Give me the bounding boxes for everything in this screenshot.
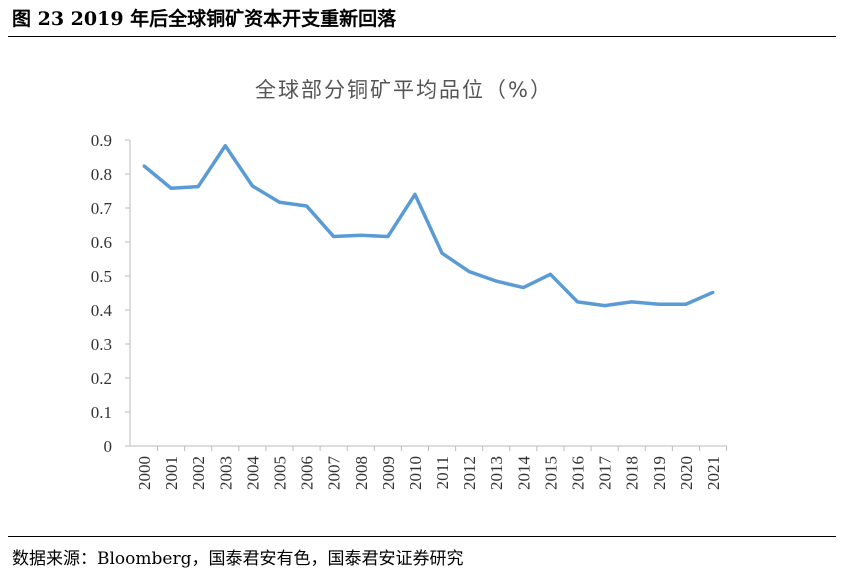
data-point-2013	[494, 279, 498, 283]
x-tick-label: 2006	[298, 456, 317, 490]
data-point-2012	[467, 270, 471, 274]
data-point-2006	[305, 204, 309, 208]
x-tick-label: 2003	[216, 456, 235, 490]
figure-title: 图 23 2019 年后全球铜矿资本开支重新回落	[12, 8, 397, 30]
y-tick-label: 0.7	[91, 199, 113, 218]
x-tick-label: 2002	[189, 456, 208, 490]
source-note: 数据来源：Bloomberg，国泰君安有色，国泰君安证券研究	[12, 549, 464, 569]
x-tick-label: 2004	[243, 456, 262, 491]
chart-title: 全球部分铜矿平均品位（%）	[255, 78, 553, 102]
data-point-2016	[576, 300, 580, 304]
x-tick-label: 2012	[460, 456, 479, 490]
x-tick-label: 2000	[135, 456, 154, 490]
x-tick-label: 2011	[433, 456, 452, 489]
y-tick-label: 0.8	[91, 165, 112, 184]
data-point-2011	[440, 251, 444, 255]
data-point-2015	[548, 272, 552, 276]
series-line	[142, 144, 714, 308]
x-tick-label: 2020	[677, 456, 696, 490]
x-tick-label: 2013	[487, 456, 506, 490]
data-point-2005	[277, 200, 281, 204]
data-point-2002	[196, 185, 200, 189]
y-tick-label: 0.5	[91, 267, 112, 286]
x-tick-label: 2007	[325, 456, 344, 491]
bottom-rule	[8, 536, 836, 537]
data-point-2007	[332, 235, 336, 239]
y-tick-label: 0	[104, 437, 113, 456]
data-point-2017	[603, 304, 607, 308]
y-tick-label: 0.2	[91, 369, 112, 388]
top-rule	[8, 36, 836, 37]
data-point-2019	[657, 302, 661, 306]
x-tick-label: 2019	[650, 456, 669, 490]
x-tick-label: 2008	[352, 456, 371, 490]
x-tick-label: 2014	[514, 456, 533, 491]
data-point-2004	[250, 184, 254, 188]
data-point-2020	[684, 302, 688, 306]
y-tick-label: 0.6	[91, 233, 112, 252]
y-tick-label: 0.9	[91, 131, 112, 150]
x-tick-label: 2009	[379, 456, 398, 490]
x-tick-label: 2015	[541, 456, 560, 490]
data-point-2000	[142, 164, 146, 168]
data-point-2008	[359, 233, 363, 237]
data-point-2010	[413, 192, 417, 196]
x-tick-label: 2018	[623, 456, 642, 490]
x-tick-label: 2017	[596, 456, 615, 491]
y-tick-label: 0.3	[91, 335, 112, 354]
data-point-2018	[630, 300, 634, 304]
x-tick-label: 2001	[162, 456, 181, 490]
x-tick-label: 2010	[406, 456, 425, 490]
x-tick-label: 2005	[270, 456, 289, 490]
x-tick-label: 2016	[569, 456, 588, 490]
data-point-2021	[711, 290, 715, 294]
y-tick-label: 0.1	[91, 403, 112, 422]
x-tick-label: 2021	[704, 456, 723, 490]
data-point-2014	[521, 286, 525, 290]
data-point-2001	[169, 186, 173, 190]
data-point-2009	[386, 235, 390, 239]
y-tick-label: 0.4	[91, 301, 113, 320]
data-point-2003	[223, 144, 227, 148]
